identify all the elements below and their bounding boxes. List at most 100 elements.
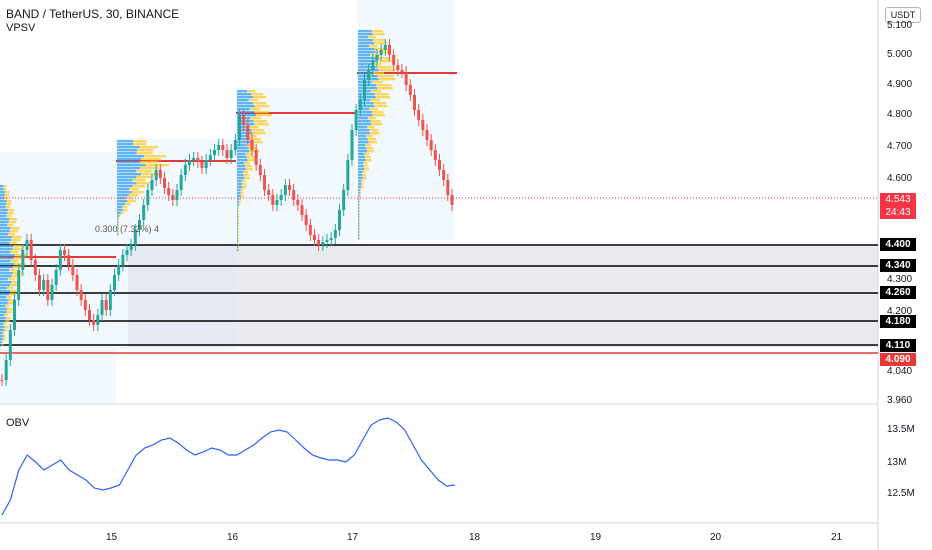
candle-body <box>404 72 408 85</box>
profile-bar-down <box>249 108 261 111</box>
profile-bar-up <box>237 150 250 153</box>
level-tag-4260[interactable]: 4.260 <box>880 286 916 299</box>
profile-bar-up <box>358 141 369 144</box>
candle-body <box>354 110 358 130</box>
profile-bar-down <box>8 278 15 281</box>
profile-bar-down <box>239 201 241 204</box>
candle-body <box>442 170 446 180</box>
profile-bar-up <box>358 174 363 177</box>
candle-body <box>350 130 354 160</box>
profile-bar-down <box>361 186 364 189</box>
profile-bar-up <box>0 272 13 275</box>
profile-bar-up <box>117 230 119 233</box>
profile-bar-down <box>4 314 8 317</box>
profile-bar-up <box>237 192 241 195</box>
profile-bar-down <box>127 200 136 203</box>
profile-bar-down <box>5 305 10 308</box>
candle-body <box>183 165 187 175</box>
candle-body <box>4 360 8 380</box>
candle-body <box>208 155 212 160</box>
candle-body <box>371 60 375 70</box>
profile-bar-down <box>6 215 12 218</box>
profile-bar-up <box>237 126 249 129</box>
profile-bar-up <box>358 162 364 165</box>
profile-bar-down <box>248 99 258 102</box>
profile-bar-down <box>238 231 239 234</box>
profile-bar-up <box>0 263 15 266</box>
bar-countdown: 24:43 <box>885 207 911 218</box>
level-tag-4110[interactable]: 4.110 <box>880 339 916 352</box>
profile-bar-down <box>3 335 6 338</box>
candle-body <box>200 162 204 168</box>
profile-bar-up <box>237 93 252 96</box>
profile-bar-up <box>117 146 140 149</box>
profile-bar-down <box>5 191 10 194</box>
profile-bar-up <box>117 173 142 176</box>
candle-body <box>296 200 300 205</box>
profile-bar-down <box>251 93 264 96</box>
price-tick: 5.100 <box>887 20 913 31</box>
obv-tick: 12.5M <box>887 488 915 499</box>
currency-selector[interactable]: USDT <box>885 7 921 23</box>
vpsv-indicator-label[interactable]: VPSV <box>6 22 36 34</box>
price-tick: 4.700 <box>887 141 913 152</box>
symbol-title[interactable]: BAND / TetherUS, 30, BINANCE <box>6 7 180 21</box>
candle-body <box>217 145 221 150</box>
profile-bar-up <box>237 129 252 132</box>
level-tag-4340[interactable]: 4.340 <box>880 259 916 272</box>
candle-body <box>192 158 196 160</box>
profile-bar-up <box>358 195 360 198</box>
profile-bar-up <box>358 171 363 174</box>
candle-body <box>258 165 262 175</box>
profile-bar-up <box>237 210 239 213</box>
profile-bar-up <box>237 207 239 210</box>
candle-body <box>375 55 379 60</box>
level-tag-4090[interactable]: 4.090 <box>880 353 916 366</box>
candle-body <box>267 190 271 195</box>
profile-bar-up <box>237 135 248 138</box>
profile-bar-up <box>358 180 361 183</box>
candle-body <box>100 300 104 315</box>
profile-bar-down <box>369 132 380 135</box>
profile-bar-up <box>0 290 11 293</box>
profile-bar-up <box>117 200 128 203</box>
profile-bar-down <box>254 123 269 126</box>
candle-body <box>46 280 50 300</box>
profile-bar-down <box>251 129 264 132</box>
profile-bar-up <box>117 140 134 143</box>
profile-bar-up <box>117 176 137 179</box>
profile-bar-down <box>238 207 239 210</box>
profile-bar-down <box>5 320 10 323</box>
profile-bar-down <box>243 171 248 174</box>
profile-bar-down <box>5 317 11 320</box>
profile-bar-up <box>237 168 246 171</box>
profile-bar-down <box>7 302 15 305</box>
obv-label[interactable]: OBV <box>6 417 30 429</box>
candle-body <box>338 210 341 230</box>
level-tag-4400[interactable]: 4.400 <box>880 238 916 251</box>
candle-body <box>283 185 287 195</box>
profile-bar-up <box>358 36 368 39</box>
profile-bar-up <box>358 144 366 147</box>
level-tag-4180[interactable]: 4.180 <box>880 315 916 328</box>
candle-body <box>304 215 308 225</box>
profile-bar-down <box>241 180 246 183</box>
profile-bar-up <box>358 105 375 108</box>
profile-bar-down <box>9 230 19 233</box>
profile-bar-up <box>0 308 8 311</box>
profile-bar-up <box>358 207 360 210</box>
profile-bar-up <box>237 231 239 234</box>
profile-bar-up <box>237 99 249 102</box>
profile-bar-up <box>117 158 142 161</box>
profile-bar-down <box>250 138 261 141</box>
profile-bar-down <box>240 189 244 192</box>
candle-body <box>96 315 100 325</box>
profile-bar-down <box>2 332 5 335</box>
profile-bar-up <box>0 218 10 221</box>
profile-bar-down <box>10 227 20 230</box>
profile-bar-up <box>358 99 370 102</box>
profile-bar-down <box>243 174 250 177</box>
profile-bar-down <box>364 168 369 171</box>
candle-body <box>242 115 246 125</box>
